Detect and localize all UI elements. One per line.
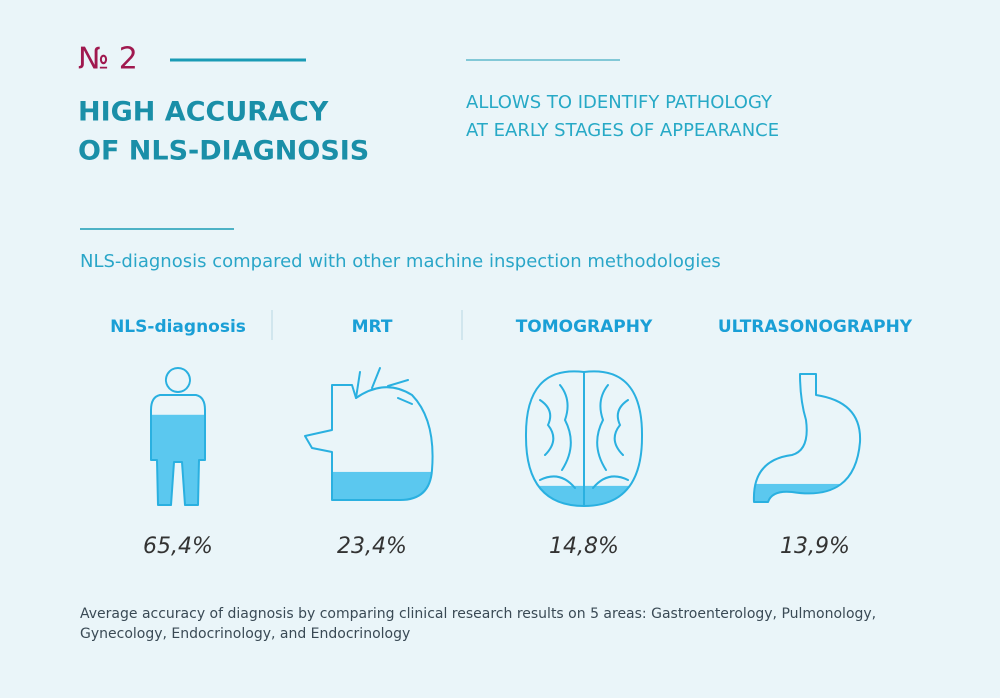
icon-detail xyxy=(355,367,413,405)
item-value: 65,4% xyxy=(143,534,213,559)
item-name: TOMOGRAPHY xyxy=(516,317,653,337)
title: HIGH ACCURACY xyxy=(78,97,329,128)
item-name: ULTRASONOGRAPHY xyxy=(718,317,913,337)
item-value: 14,8% xyxy=(549,534,619,559)
icon-outline xyxy=(304,384,434,501)
section-number: № 2 xyxy=(78,42,138,77)
title: OF NLS-DIAGNOSIS xyxy=(78,136,369,167)
item-name: MRT xyxy=(352,317,393,337)
icon-detail xyxy=(539,371,629,507)
icon-outline xyxy=(752,373,862,503)
subtitle: AT EARLY STAGES OF APPEARANCE xyxy=(466,120,779,141)
footnote: Gynecology, Endocrinology, and Endocrino… xyxy=(80,626,410,642)
item-value: 23,4% xyxy=(337,534,407,559)
comparison-heading: NLS-diagnosis compared with other machin… xyxy=(80,251,721,272)
item-name: NLS-diagnosis xyxy=(110,317,246,337)
subtitle: ALLOWS TO IDENTIFY PATHOLOGY xyxy=(466,92,773,113)
item-value: 13,9% xyxy=(780,534,850,559)
footnote: Average accuracy of diagnosis by compari… xyxy=(80,606,876,622)
icon-outline xyxy=(150,367,206,506)
items: NLS-diagnosis 65,4% MRT 23,4% TOMOGRAPHY 14,8… xyxy=(110,317,913,559)
